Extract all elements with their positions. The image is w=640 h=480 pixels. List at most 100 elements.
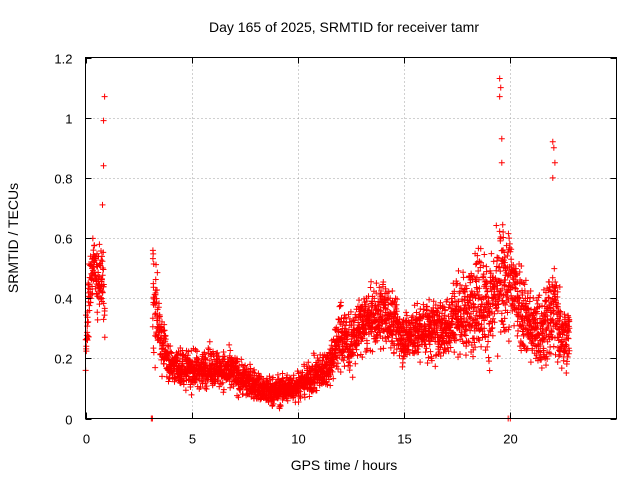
data-point — [499, 285, 506, 292]
data-point — [518, 347, 525, 354]
data-point — [153, 299, 160, 306]
data-point — [491, 319, 498, 326]
data-point — [220, 386, 227, 393]
data-point — [242, 362, 249, 369]
data-point — [100, 316, 107, 323]
axis-ticks: 0 5 10 15 20 0 0.2 0.4 0.6 0.8 1 1.2 — [54, 52, 617, 447]
data-point — [247, 365, 254, 372]
data-point — [365, 303, 372, 310]
data-point — [150, 349, 157, 356]
data-point — [334, 355, 341, 362]
data-point — [455, 267, 462, 274]
data-point — [155, 304, 162, 311]
data-point — [514, 332, 521, 339]
data-point — [210, 348, 217, 355]
data-point — [389, 287, 396, 294]
data-point — [563, 369, 570, 376]
data-point — [432, 363, 439, 370]
data-point — [377, 308, 384, 315]
data-point — [295, 398, 302, 405]
data-point — [269, 396, 276, 403]
data-point — [428, 357, 435, 364]
data-point — [438, 341, 445, 348]
data-point — [364, 340, 371, 347]
data-point — [424, 359, 431, 366]
data-point — [483, 263, 490, 270]
data-point — [227, 347, 234, 354]
data-point — [498, 310, 505, 317]
data-point — [90, 264, 97, 271]
data-point — [414, 300, 421, 307]
data-point — [457, 351, 464, 358]
data-point — [489, 324, 496, 331]
data-point — [499, 318, 506, 325]
data-point — [536, 303, 543, 310]
data-point — [343, 319, 350, 326]
data-point — [384, 333, 391, 340]
data-point — [460, 274, 467, 281]
data-point — [328, 367, 335, 374]
data-point — [475, 267, 482, 274]
data-point — [385, 288, 392, 295]
data-point — [514, 318, 521, 325]
data-point — [156, 311, 163, 318]
data-point — [451, 288, 458, 295]
data-point — [502, 276, 509, 283]
data-point — [97, 294, 104, 301]
data-point — [500, 321, 507, 328]
data-point — [336, 303, 343, 310]
data-point — [165, 378, 172, 385]
data-point — [469, 353, 476, 360]
data-point — [169, 370, 176, 377]
data-point — [432, 301, 439, 308]
data-point — [161, 327, 168, 334]
data-point — [557, 308, 564, 315]
data-point — [88, 291, 95, 298]
data-point — [541, 337, 548, 344]
data-point — [495, 301, 502, 308]
data-point — [430, 298, 437, 305]
data-point — [543, 297, 550, 304]
data-point — [194, 348, 201, 355]
data-point — [284, 372, 291, 379]
data-point — [505, 230, 512, 237]
data-point — [497, 84, 504, 91]
data-point — [550, 343, 557, 350]
data-point — [324, 381, 331, 388]
data-point — [564, 358, 571, 365]
data-point — [355, 319, 362, 326]
data-point — [419, 314, 426, 321]
data-point — [497, 268, 504, 275]
data-point — [152, 276, 159, 283]
data-point — [96, 241, 103, 248]
data-point — [487, 328, 494, 335]
data-point — [425, 354, 432, 361]
data-point — [512, 265, 519, 272]
data-point — [475, 335, 482, 342]
data-point — [342, 314, 349, 321]
data-point — [423, 345, 430, 352]
data-point — [348, 338, 355, 345]
data-point — [552, 279, 559, 286]
data-point — [352, 360, 359, 367]
data-point — [437, 352, 444, 359]
data-point — [239, 391, 246, 398]
data-point — [100, 249, 107, 256]
data-point — [369, 348, 376, 355]
data-point — [415, 349, 422, 356]
data-point — [396, 316, 403, 323]
data-point — [167, 342, 174, 349]
data-point — [426, 296, 433, 303]
data-point — [219, 379, 226, 386]
data-point — [533, 308, 540, 315]
data-point — [476, 258, 483, 265]
data-point — [236, 362, 243, 369]
data-point — [160, 328, 167, 335]
data-point — [85, 318, 92, 325]
data-point — [522, 277, 529, 284]
data-point — [470, 301, 477, 308]
data-point — [530, 294, 537, 301]
data-point — [510, 261, 517, 268]
data-point — [526, 298, 533, 305]
